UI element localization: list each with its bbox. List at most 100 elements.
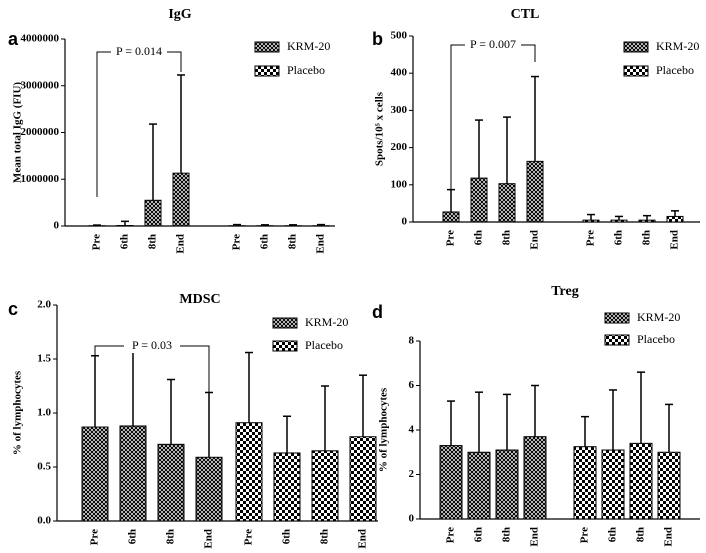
bar (81, 426, 109, 522)
y-tick-label: 300 (391, 104, 408, 116)
annotation: P = 0.03 (132, 338, 172, 352)
x-tick-label: 6th (281, 529, 293, 544)
bar (657, 451, 681, 520)
x-tick-label: 6th (607, 527, 619, 542)
panel: d Treg % of lymphocytes 0 2 4 6 8 Pre 6th 8th End KR… (372, 284, 700, 547)
x-tick-label: Pre (445, 527, 457, 543)
y-tick-label: 6 (409, 379, 415, 391)
y-tick-label: 2 (409, 468, 415, 480)
x-tick-label: 6th (473, 527, 485, 542)
legend-swatch (604, 334, 630, 346)
bar (495, 449, 519, 520)
bar (311, 450, 339, 522)
y-tick-label: 0.5 (37, 461, 51, 473)
bar (235, 422, 263, 522)
x-tick-label: 8th (147, 234, 159, 249)
x-tick-label: Pre (585, 230, 597, 246)
y-tick-label: 500 (391, 30, 408, 42)
y-tick-label: 3000000 (21, 79, 60, 91)
x-tick-label: Pre (89, 529, 101, 545)
x-tick-label: Pre (243, 529, 255, 545)
bar (666, 215, 684, 223)
x-tick-label: 8th (641, 230, 653, 245)
chart-title: MDSC (179, 292, 220, 307)
legend-label: Placebo (287, 63, 325, 77)
y-tick-label: 1000000 (21, 173, 60, 185)
chart-title: CTL (511, 7, 540, 22)
x-tick-label: 8th (501, 527, 513, 542)
bar (498, 183, 516, 223)
x-tick-label: End (669, 230, 681, 250)
x-tick-label: End (529, 230, 541, 250)
x-tick-label: End (529, 527, 541, 547)
bar (526, 160, 544, 223)
annotation: P = 0.007 (470, 37, 516, 51)
x-tick-label: Pre (445, 230, 457, 246)
bar (470, 177, 488, 223)
y-tick-label: 0.0 (37, 515, 51, 527)
panel-letter: c (8, 299, 18, 319)
x-tick-label: Pre (231, 234, 243, 250)
y-tick-label: 400 (391, 67, 408, 79)
bar (157, 443, 185, 522)
bar (439, 445, 463, 520)
x-tick-label: 6th (119, 234, 131, 249)
panel-letter: a (8, 29, 19, 49)
significance-bracket (96, 51, 182, 197)
panel: b CTL Spots/10⁵ x cells 0 100 200 300 400 500 Pre… (372, 7, 700, 250)
x-tick-label: 6th (613, 230, 625, 245)
y-axis-label: % of lymphocytes (12, 370, 24, 455)
legend-label: KRM-20 (305, 315, 348, 329)
bar (195, 456, 223, 522)
x-tick-label: 6th (473, 230, 485, 245)
legend-swatch (254, 41, 280, 53)
annotation: P = 0.014 (116, 44, 162, 58)
x-tick-label: 8th (287, 234, 299, 249)
bar (573, 446, 597, 520)
legend-label: Placebo (637, 332, 675, 346)
x-tick-label: 8th (635, 527, 647, 542)
bar (144, 199, 162, 227)
bar (523, 436, 547, 520)
legend-swatch (272, 317, 298, 329)
legend-swatch (623, 41, 649, 53)
bar (172, 172, 190, 227)
legend-swatch (272, 340, 298, 352)
panel: c MDSC % of lymphocytes 0.0 0.5 1.0 1.5 2.0 Pre 6… (8, 292, 378, 549)
bar (349, 436, 377, 522)
bar (273, 452, 301, 522)
annotation-bg (465, 38, 521, 52)
annotation-bg (111, 45, 167, 59)
y-tick-label: 2.0 (37, 299, 51, 311)
x-tick-label: 6th (259, 234, 271, 249)
panel-letter: b (372, 29, 383, 49)
x-tick-label: Pre (579, 527, 591, 543)
legend-label: Placebo (656, 63, 694, 77)
x-tick-label: End (315, 234, 327, 254)
x-tick-label: 8th (501, 230, 513, 245)
y-tick-label: 200 (391, 141, 408, 153)
annotation-bg (124, 339, 180, 353)
legend-swatch (604, 312, 630, 324)
bar (638, 219, 656, 223)
y-axis-label: Mean total IgG (FIU) (12, 82, 24, 183)
bar (610, 219, 628, 223)
panel: a IgG Mean total IgG (FIU) 0 1000000 2000000 3… (8, 7, 335, 254)
bar (601, 449, 625, 520)
x-tick-label: 8th (319, 529, 331, 544)
bar (582, 219, 600, 223)
x-tick-label: 6th (127, 529, 139, 544)
y-tick-label: 2000000 (21, 126, 60, 138)
legend-swatch (623, 65, 649, 77)
legend-label: Placebo (305, 338, 343, 352)
y-tick-label: 0 (409, 513, 415, 525)
y-tick-label: 4000000 (21, 33, 60, 45)
y-tick-label: 4 (409, 424, 415, 436)
panel-letter: d (372, 302, 383, 322)
x-tick-label: End (175, 234, 187, 254)
significance-bracket (450, 44, 536, 190)
x-tick-label: 8th (165, 529, 177, 544)
y-tick-label: 100 (391, 178, 408, 190)
x-tick-label: End (663, 527, 675, 547)
